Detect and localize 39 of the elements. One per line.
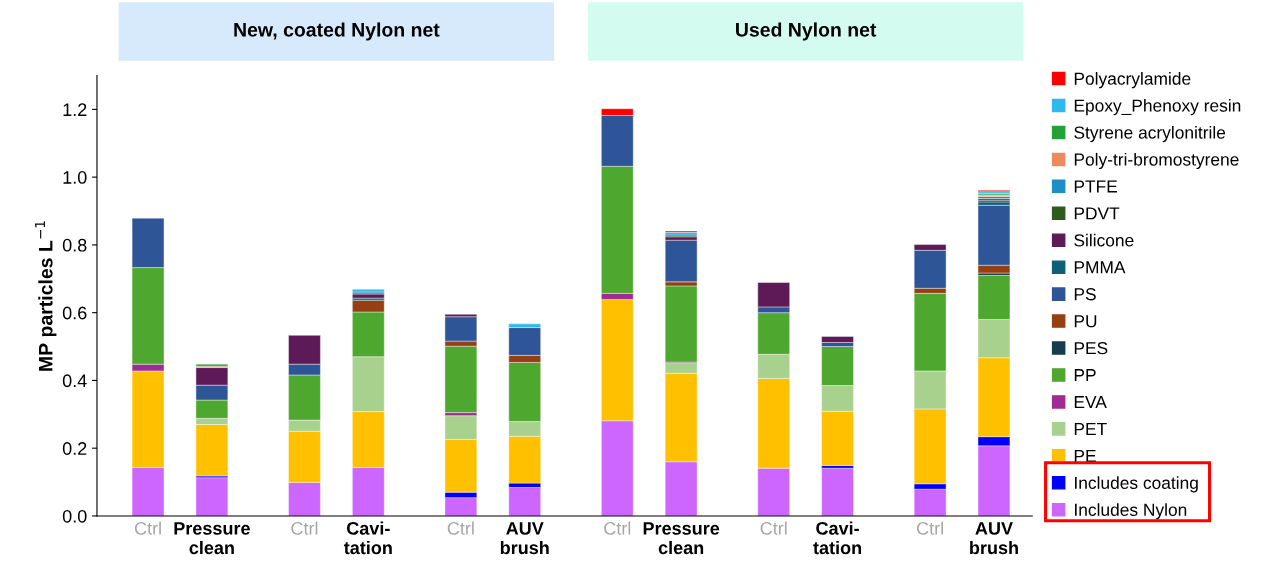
x-tick-label: Cavi-tation xyxy=(343,521,392,555)
x-tick-label: AUV brush xyxy=(970,522,1018,555)
y-tick-label: 0.0 xyxy=(62,509,87,523)
legend-label: PTFE xyxy=(1074,180,1118,193)
legend-label: EVA xyxy=(1074,396,1107,408)
legend-label: PS xyxy=(1074,288,1096,301)
y-tick-label: 0.4 xyxy=(62,374,87,388)
legend-label: PU xyxy=(1074,315,1097,328)
x-tick-label: Ctrl xyxy=(134,521,161,535)
y-tick-label: 1.2 xyxy=(63,103,87,116)
x-tick-label: Ctrl xyxy=(604,521,631,535)
legend-label: Polyacrylamide xyxy=(1074,72,1191,89)
y-tick-label: 0.6 xyxy=(62,306,87,320)
x-tick-label: Ctrl xyxy=(760,521,787,535)
y-tick-label: 1.0 xyxy=(63,171,87,184)
x-tick-label: Pressure clean xyxy=(643,522,720,555)
legend-label: Epoxy_Phenoxy resin xyxy=(1074,99,1241,116)
legend-label: PP xyxy=(1074,369,1096,382)
x-tick-label: Ctrl xyxy=(447,521,474,535)
x-tick-label: Ctrl xyxy=(291,521,318,535)
y-tick-label: 0.2 xyxy=(62,442,87,455)
legend-label: PE xyxy=(1074,449,1096,462)
legend-label: Includes coating xyxy=(1075,476,1198,493)
x-tick-label: AUV brush xyxy=(500,522,549,555)
x-tick-label: Ctrl xyxy=(917,521,943,535)
legend-label: PMMA xyxy=(1074,261,1126,274)
legend-label: PET xyxy=(1074,423,1107,435)
text: Used Nylon net xyxy=(736,22,877,41)
legend-label: Styrene acrylonitrile xyxy=(1074,125,1226,143)
x-tick-label: Cavi-tation xyxy=(813,521,862,555)
legend-label: Poly-tri-bromostyrene xyxy=(1074,152,1239,170)
legend-label: Includes Nylon xyxy=(1075,503,1187,520)
legend-label: PDVT xyxy=(1074,207,1120,220)
text: New, coated Nylon net xyxy=(234,22,440,41)
x-tick-label: Pressure clean xyxy=(174,522,250,555)
legend-label: Silicone xyxy=(1074,233,1134,247)
y-axis-title: MP particles L$^{−1}$ xyxy=(35,221,57,371)
y-tick-label: 0.8 xyxy=(62,238,87,252)
legend-label: PES xyxy=(1074,341,1108,355)
